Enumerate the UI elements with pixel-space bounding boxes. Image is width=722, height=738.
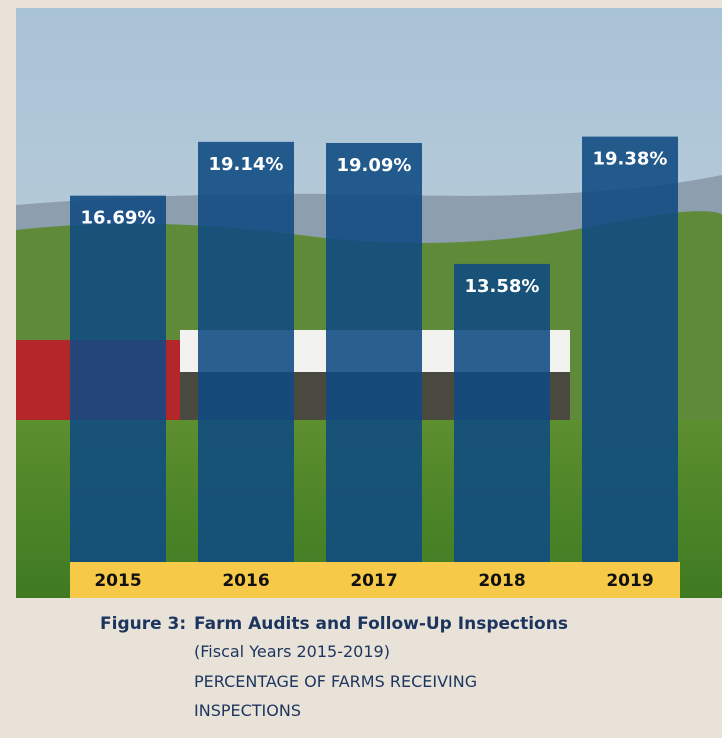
- bar: [326, 143, 422, 562]
- bar: [454, 264, 550, 562]
- data-label: 13.58%: [465, 276, 540, 297]
- figure-label: Figure 3:: [100, 614, 186, 634]
- chart-description: PERCENTAGE OF FARMS RECEIVING INSPECTION…: [194, 667, 554, 725]
- page: {"chart_data": {"type": "bar", "figure_l…: [0, 0, 722, 738]
- chart-title: Farm Audits and Follow-Up Inspections: [194, 614, 568, 634]
- x-tick-label: 2015: [94, 571, 141, 591]
- x-tick-label: 2019: [606, 571, 653, 591]
- data-label: 16.69%: [81, 208, 156, 229]
- x-tick-label: 2017: [350, 571, 397, 591]
- data-label: 19.09%: [337, 155, 412, 176]
- x-tick-label: 2018: [478, 571, 525, 591]
- data-label: 19.14%: [209, 154, 284, 175]
- chart-subtitle: (Fiscal Years 2015-2019): [194, 642, 390, 661]
- x-tick-label: 2016: [222, 571, 269, 591]
- caption: Figure 3: Farm Audits and Follow-Up Insp…: [70, 598, 680, 738]
- bar: [70, 196, 166, 562]
- data-label: 19.38%: [593, 149, 668, 170]
- chart: 16.69% 2015 19.14% 2016 19.09% 2017 13.58% 2018…: [0, 0, 722, 598]
- bar: [582, 137, 678, 562]
- bar: [198, 142, 294, 562]
